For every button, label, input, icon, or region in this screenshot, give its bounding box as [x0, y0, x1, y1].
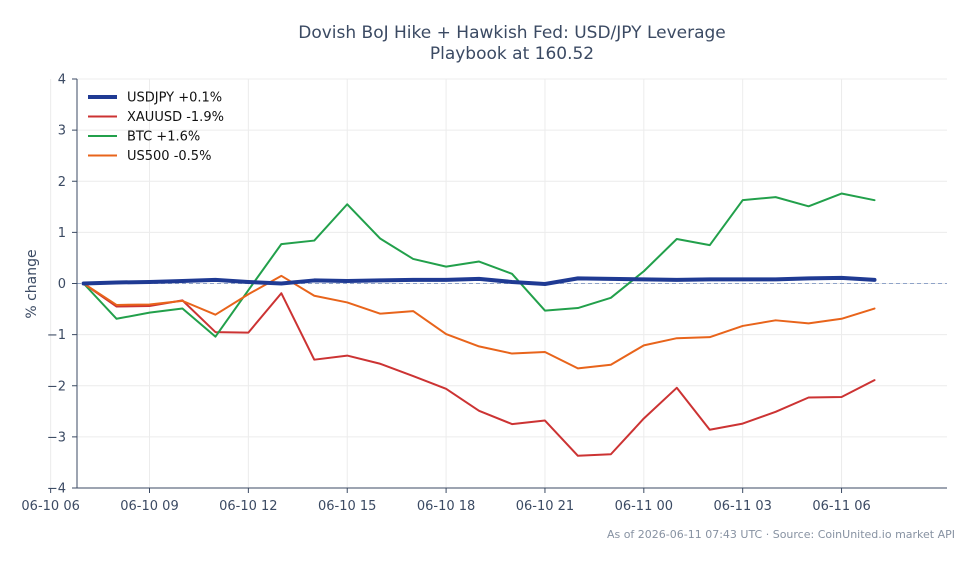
legend: USDJPY +0.1% XAUUSD -1.9% BTC +1.6% US500 -… [88, 91, 224, 164]
x-tick-label: 06-10 12 [219, 499, 277, 514]
chart-title-line-1: Dovish BoJ Hike + Hawkish Fed: USD/JPY L… [298, 23, 726, 43]
chart-title-line-2: Playbook at 160.52 [430, 44, 594, 64]
x-tick-label: 06-11 00 [615, 499, 673, 514]
y-tick-label: −4 [47, 482, 66, 497]
y-tick-label: 0 [58, 277, 66, 292]
series-line-usdjpy [81, 275, 877, 287]
y-axis-ticks: 4 3 2 1 0 −1 −2 −3 −4 [47, 73, 77, 497]
x-tick-label: 06-10 18 [417, 499, 475, 514]
legend-label: BTC +1.6% [127, 130, 200, 145]
y-tick-label: 3 [58, 124, 66, 139]
y-tick-label: 1 [58, 226, 66, 241]
x-tick-label: 06-10 06 [21, 499, 79, 514]
y-tick-label: −1 [47, 328, 66, 343]
y-tick-label: −3 [47, 430, 66, 445]
x-tick-label: 06-10 15 [318, 499, 376, 514]
legend-label: US500 -0.5% [127, 149, 211, 164]
y-axis-label: % change [24, 249, 40, 318]
y-tick-label: 4 [58, 73, 66, 88]
x-axis-ticks: 06-10 06 06-10 09 06-10 12 06-10 15 06-10 18… [21, 488, 871, 514]
series-line-us500 [82, 274, 876, 370]
x-tick-label: 06-11 03 [713, 499, 771, 514]
series-line-xauusd [82, 282, 876, 457]
y-tick-label: 2 [58, 175, 66, 190]
source-footer: As of 2026-06-11 07:43 UTC · Source: Coi… [607, 528, 955, 541]
x-tick-label: 06-10 21 [516, 499, 574, 514]
x-tick-label: 06-10 09 [120, 499, 178, 514]
x-tick-label: 06-11 06 [812, 499, 870, 514]
y-tick-label: −2 [47, 379, 66, 394]
series-layer [81, 192, 877, 457]
legend-label: USDJPY +0.1% [127, 91, 222, 106]
series-line-btc [82, 192, 876, 338]
legend-label: XAUUSD -1.9% [127, 110, 224, 125]
